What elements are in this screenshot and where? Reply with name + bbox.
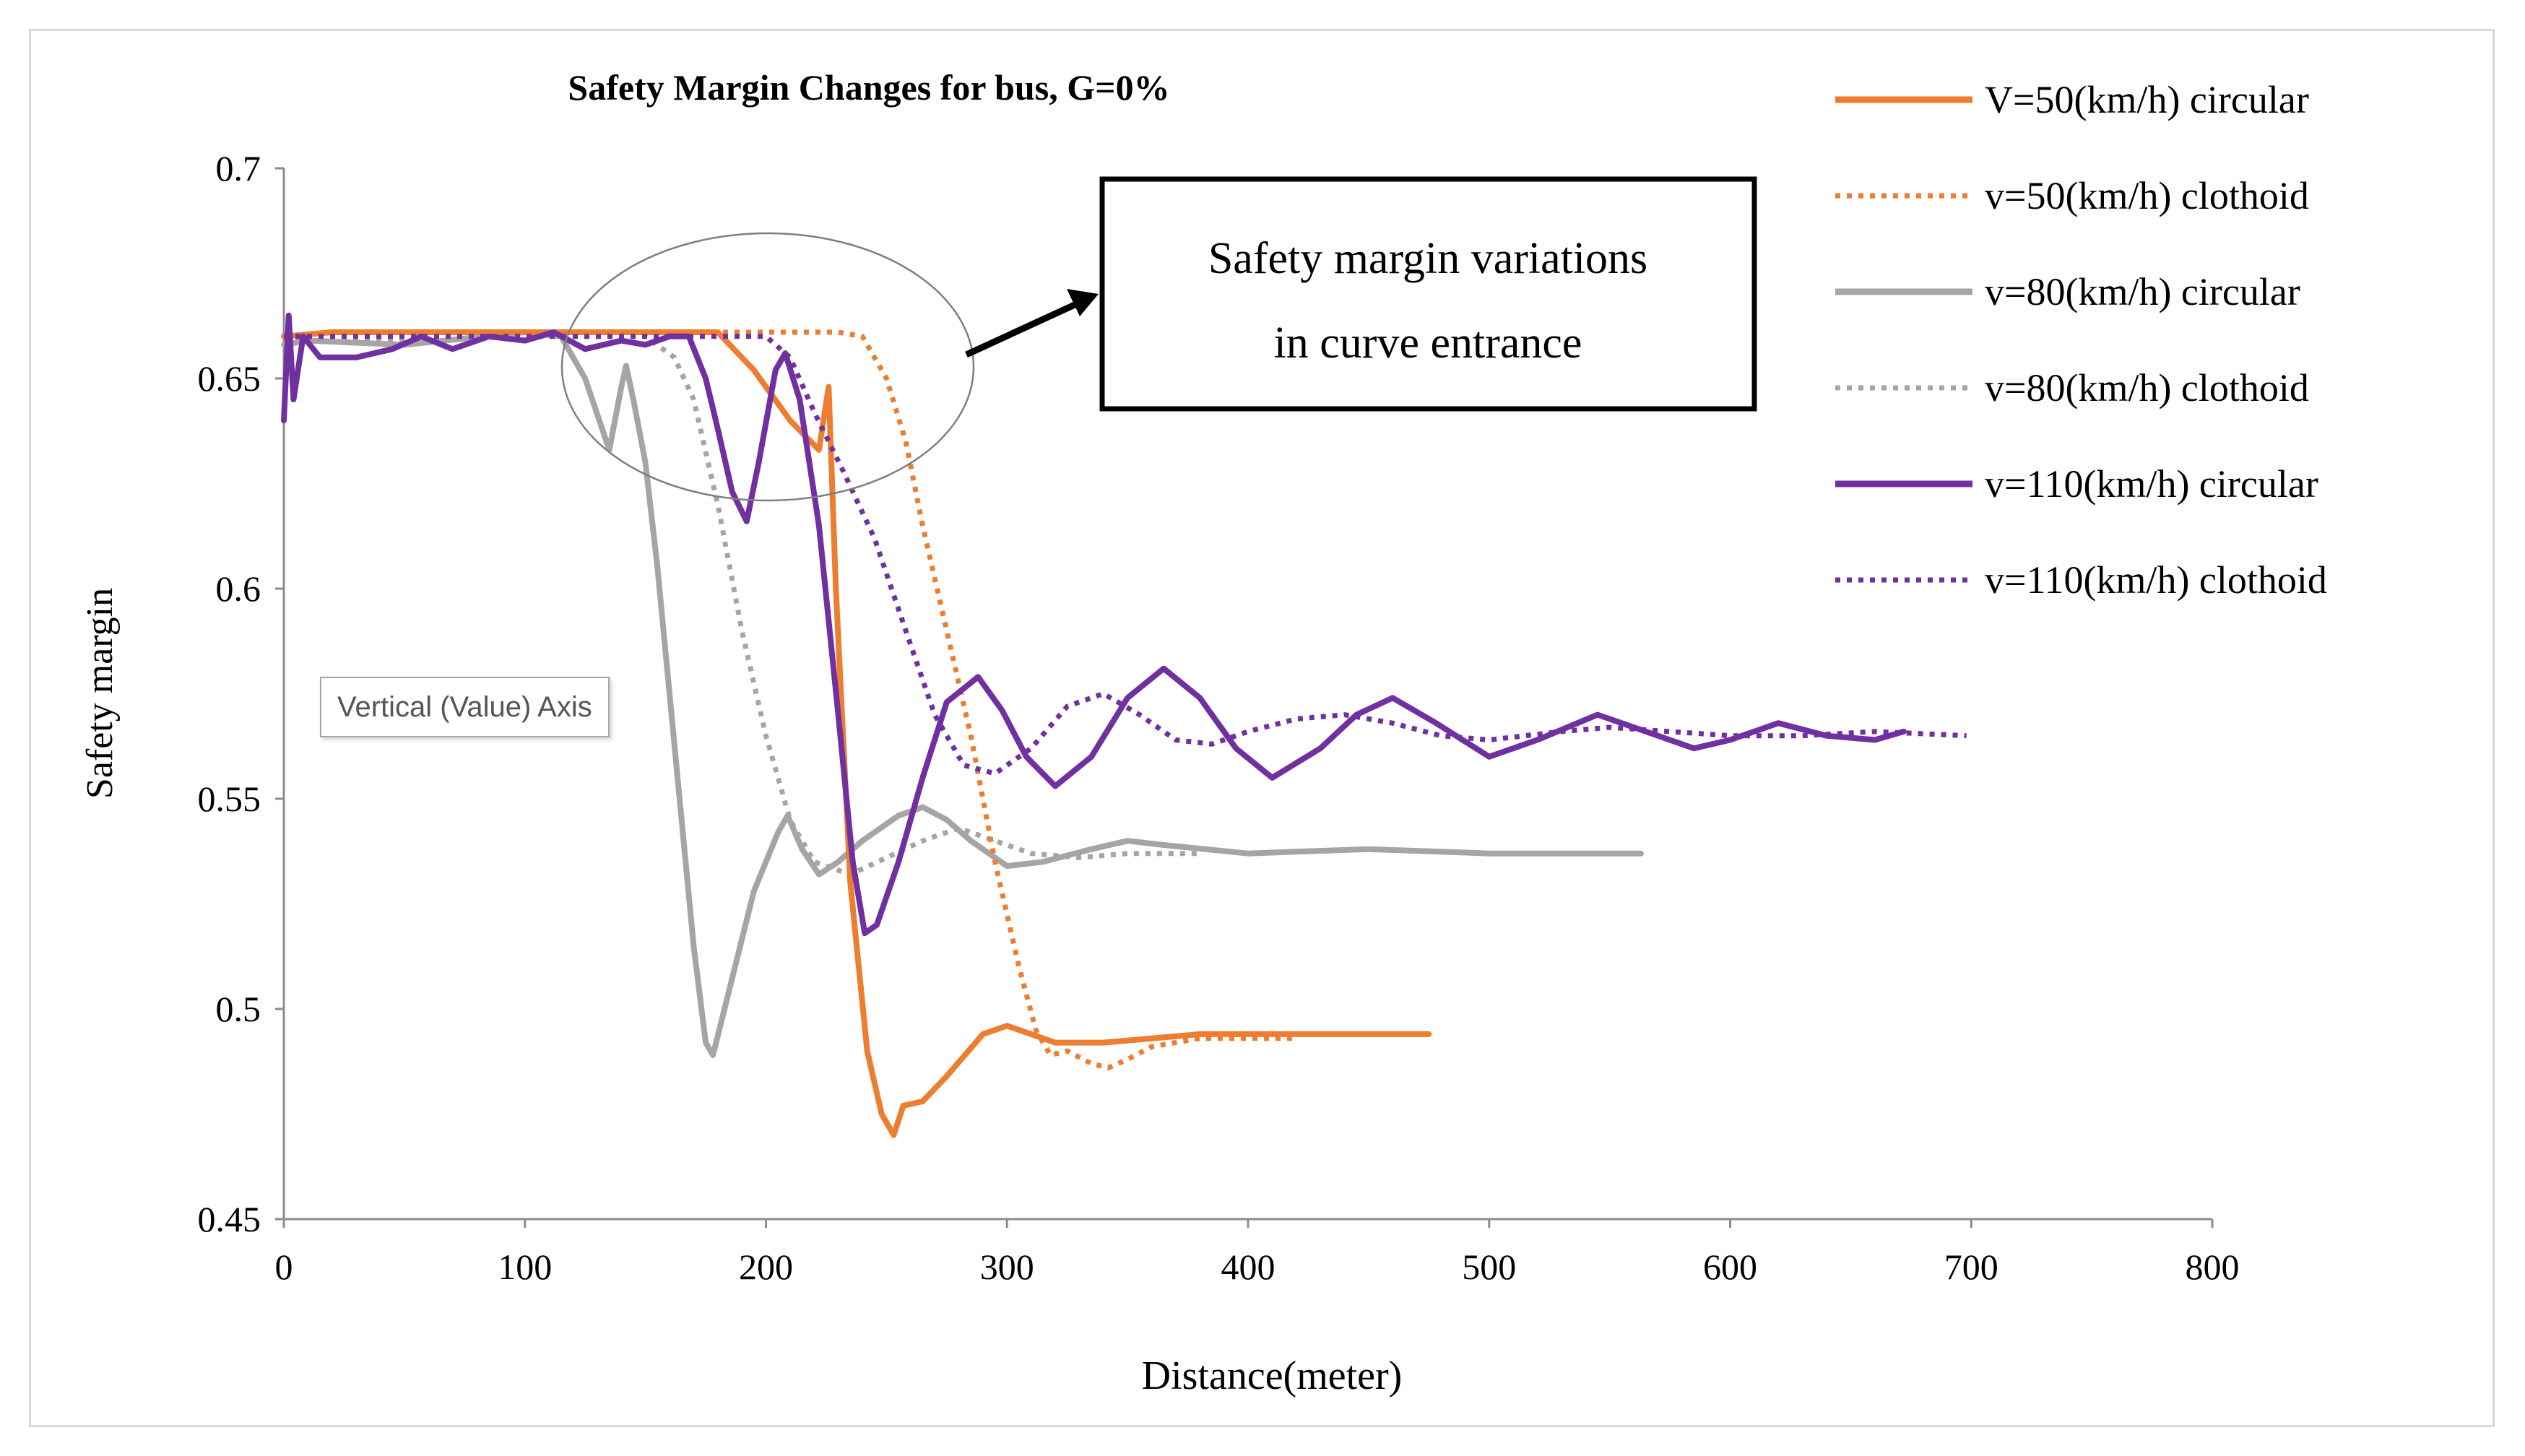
chart-svg: Safety Margin Changes for bus, G=0% 0.45… bbox=[79, 67, 2327, 1398]
annotation-line-2: in curve entrance bbox=[1274, 318, 1582, 368]
legend-label-2: v=50(km/h) clothoid bbox=[1985, 174, 2309, 217]
y-tick-label: 0.65 bbox=[198, 358, 261, 399]
legend-label-3: v=80(km/h) circular bbox=[1985, 270, 2300, 313]
y-ticks: 0.45 0.5 0.55 0.6 0.65 0.7 bbox=[198, 148, 284, 1239]
x-tick-label: 800 bbox=[2186, 1247, 2240, 1287]
x-tick-label: 200 bbox=[739, 1247, 793, 1287]
legend-label-4: v=80(km/h) clothoid bbox=[1985, 366, 2309, 410]
series-line-4 bbox=[284, 334, 1200, 878]
y-axis-label: Safety margin bbox=[79, 588, 121, 799]
x-tick-label: 500 bbox=[1462, 1247, 1516, 1287]
legend: V=50(km/h) circular v=50(km/h) clothoid v=… bbox=[1835, 78, 2327, 602]
series-line-1 bbox=[281, 329, 1432, 1138]
x-tick-label: 0 bbox=[275, 1247, 293, 1287]
legend-label-1: V=50(km/h) circular bbox=[1985, 78, 2309, 121]
chart-title: Safety Margin Changes for bus, G=0% bbox=[568, 67, 1169, 108]
axis-tooltip: Vertical (Value) Axis bbox=[320, 677, 610, 737]
x-tick-label: 700 bbox=[1944, 1247, 1998, 1287]
annotation-line-1: Safety margin variations bbox=[1208, 234, 1647, 283]
highlight-ellipse bbox=[560, 232, 975, 502]
x-tick-label: 400 bbox=[1221, 1247, 1276, 1287]
annotation-arrowhead bbox=[1067, 289, 1099, 316]
y-tick-label: 0.45 bbox=[198, 1199, 261, 1239]
x-tick-label: 100 bbox=[498, 1247, 552, 1287]
x-tick-label: 300 bbox=[980, 1247, 1034, 1287]
x-ticks: 0 100 200 300 400 500 600 700 800 bbox=[275, 1219, 2240, 1287]
x-axis-label: Distance(meter) bbox=[1142, 1353, 1403, 1398]
y-tick-label: 0.5 bbox=[216, 989, 261, 1029]
annotation-arrow bbox=[965, 297, 1086, 358]
plot-area bbox=[281, 312, 1967, 1138]
chart-frame: Safety Margin Changes for bus, G=0% 0.45… bbox=[29, 29, 2495, 1427]
legend-label-6: v=110(km/h) clothoid bbox=[1985, 558, 2327, 602]
y-tick-label: 0.7 bbox=[216, 148, 261, 188]
y-tick-label: 0.6 bbox=[216, 568, 261, 609]
series-line-5 bbox=[281, 312, 1907, 937]
x-tick-label: 600 bbox=[1703, 1247, 1757, 1287]
series-line-6 bbox=[284, 334, 1967, 776]
legend-label-5: v=110(km/h) circular bbox=[1985, 462, 2318, 506]
series-line-3 bbox=[281, 329, 1644, 1058]
annotation-box bbox=[1099, 176, 1757, 412]
y-tick-label: 0.55 bbox=[198, 779, 261, 819]
